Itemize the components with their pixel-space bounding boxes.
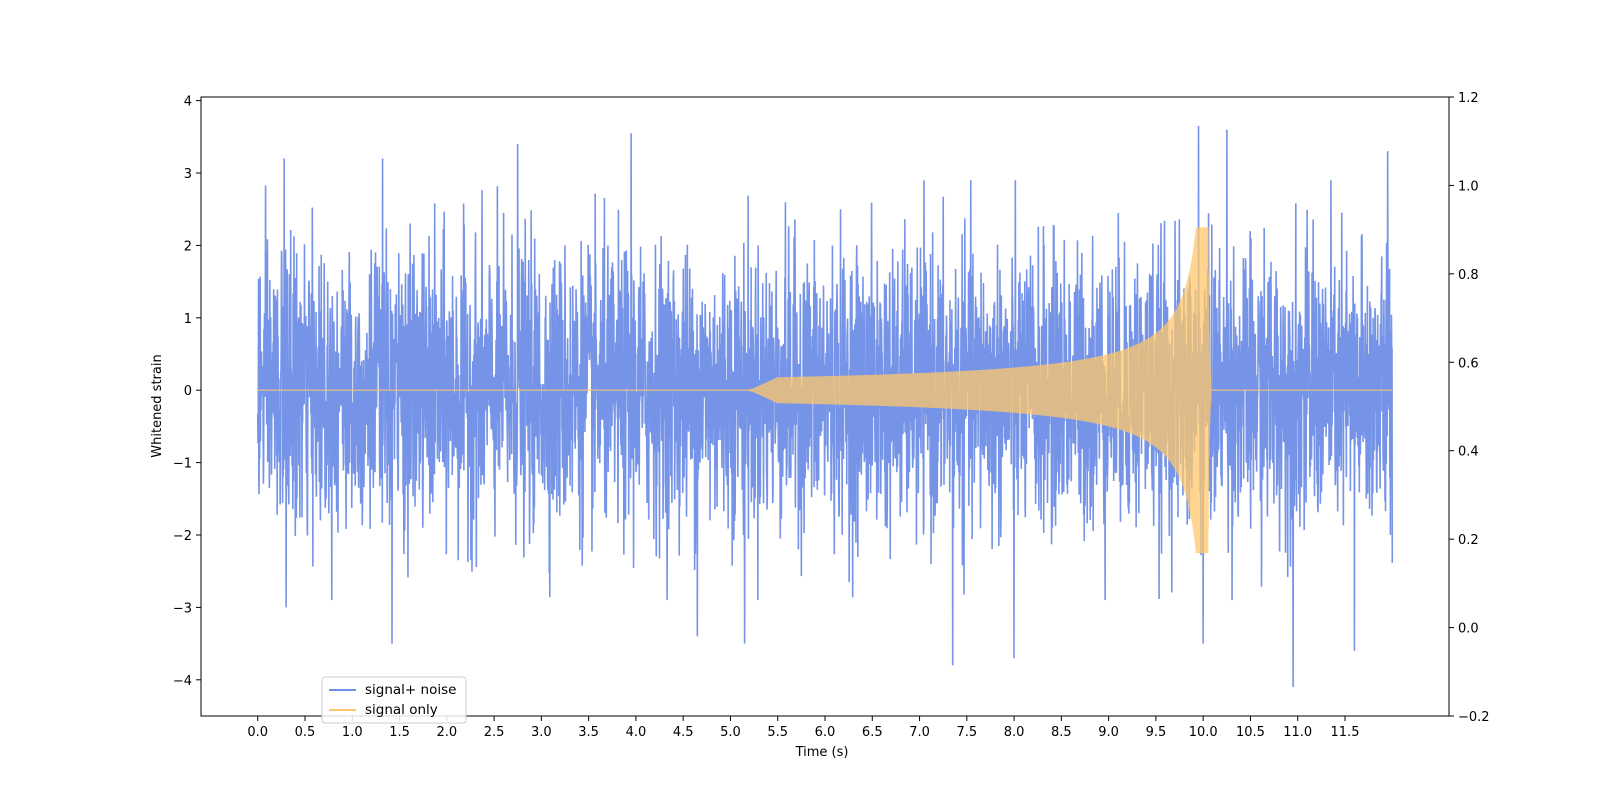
y-tick-label: 1 (184, 312, 192, 327)
x-tick-label: 5.0 (720, 725, 741, 740)
y-tick-label: 0 (184, 384, 192, 399)
legend-label-signal-plus-noise: signal+ noise (365, 682, 456, 698)
y2-tick-label: 1.0 (1458, 179, 1479, 194)
x-axis-label: Time (s) (795, 745, 849, 760)
y-axis-left: −4 −3 −2 −1 0 1 2 3 4 (173, 95, 201, 689)
y-axis-right: −0.2 0.0 0.2 0.4 0.6 0.8 1.0 1.2 (1449, 91, 1490, 725)
x-tick-label: 10.5 (1236, 725, 1265, 740)
series-signal-only (257, 227, 1393, 554)
y-tick-label: −3 (173, 601, 192, 616)
x-tick-label: 2.0 (436, 725, 457, 740)
legend: signal+ noise signal only (321, 676, 467, 724)
x-tick-label: 3.5 (578, 725, 599, 740)
y2-tick-label: 0.4 (1458, 445, 1479, 460)
signal-only-line (257, 227, 1393, 554)
legend-label-signal-only: signal only (365, 702, 438, 718)
x-tick-label: 1.0 (342, 725, 363, 740)
x-tick-label: 8.5 (1051, 725, 1072, 740)
y-tick-label: −2 (173, 529, 192, 544)
x-axis: 0.0 0.5 1.0 1.5 2.0 2.5 3.0 3.5 4.0 4.5 5.0 5.5 6.0 6… (247, 716, 1359, 740)
x-tick-label: 9.0 (1098, 725, 1119, 740)
y-tick-label: 3 (184, 167, 192, 182)
signal-plus-noise-line (256, 125, 1394, 688)
y2-tick-label: 0.0 (1458, 622, 1479, 637)
x-tick-label: 1.5 (389, 725, 410, 740)
x-tick-label: 2.5 (484, 725, 505, 740)
x-tick-label: 3.0 (531, 725, 552, 740)
x-tick-label: 4.5 (673, 725, 694, 740)
x-tick-label: 8.0 (1004, 725, 1025, 740)
x-tick-label: 6.5 (862, 725, 883, 740)
y-tick-label: −4 (173, 674, 192, 689)
y2-tick-label: 0.6 (1458, 356, 1479, 371)
x-tick-label: 5.5 (767, 725, 788, 740)
legend-box (321, 676, 467, 724)
x-tick-label: 11.0 (1283, 725, 1312, 740)
x-tick-label: 6.0 (815, 725, 836, 740)
y2-tick-label: 0.8 (1458, 268, 1479, 283)
x-tick-label: 0.5 (295, 725, 316, 740)
y2-tick-label: −0.2 (1458, 710, 1490, 725)
y-axis-label: Whitened strain (150, 354, 165, 457)
x-tick-label: 7.5 (956, 725, 977, 740)
x-tick-label: 10.0 (1189, 725, 1218, 740)
x-tick-label: 0.0 (247, 725, 268, 740)
y2-tick-label: 1.2 (1458, 91, 1479, 106)
y-tick-label: 4 (184, 95, 192, 110)
series-signal-plus-noise (256, 125, 1394, 688)
y-tick-label: 2 (184, 239, 192, 254)
x-tick-label: 9.5 (1146, 725, 1167, 740)
y-tick-label: −1 (173, 457, 192, 472)
x-tick-label: 4.0 (626, 725, 647, 740)
y2-tick-label: 0.2 (1458, 533, 1479, 548)
x-tick-label: 7.0 (909, 725, 930, 740)
x-tick-label: 11.5 (1331, 725, 1360, 740)
